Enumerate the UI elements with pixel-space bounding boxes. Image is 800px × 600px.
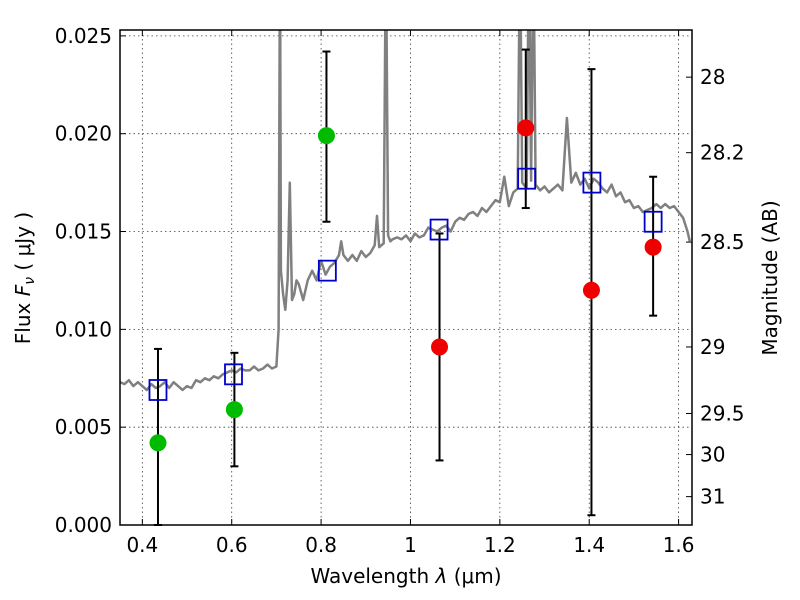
y-tick-label: 0.010 [55,317,112,341]
y2-tick-label: 30 [700,443,725,467]
y-tick-label: 0.015 [55,220,112,244]
y2-tick-label: 29.5 [700,401,745,425]
x-tick-label: 1.4 [573,533,605,557]
model-flux-square [582,171,602,194]
model-flux-square [224,363,243,386]
x-tick-label: 1.6 [663,533,695,557]
error-bar-layer [148,48,663,526]
model-flux-square [517,167,537,190]
plot-background [120,30,692,525]
y-tick-label: 0.005 [55,415,112,439]
y-axis-label: Flux Fν ( μJy ) [11,212,38,344]
x-tick-label: 0.6 [216,533,248,557]
y2-tick-label: 31 [700,485,725,509]
y2-tick-label: 28.5 [700,230,745,254]
observed-flux-point [644,238,662,256]
observed-flux-point [225,401,243,419]
y-tick-label: 0.000 [55,513,112,537]
y2-tick-label: 28 [700,65,725,89]
observed-flux-point [431,338,449,356]
secondary-y-axis-label: Magnitude (AB) [758,200,782,355]
y-tick-label: 0.025 [55,24,112,48]
y-tick-label: 0.020 [55,122,112,146]
grid [120,30,692,526]
x-tick-label: 0.8 [305,533,337,557]
x-axis-label: Wavelength λ (μm) [310,564,501,588]
model-flux-square [643,210,663,233]
observed-flux-point [149,434,167,452]
model-flux-square [317,259,337,282]
model-flux-square [148,379,168,401]
y2-tick-label: 29 [700,335,725,359]
model-flux-square [429,218,449,241]
x-tick-label: 1 [404,533,417,557]
x-tick-label: 1.2 [484,533,516,557]
y2-tick-label: 28.2 [700,141,745,165]
plot-frame [119,29,693,526]
observed-flux-point [517,119,535,137]
tick-layer: 0.4 0.6 0.8 1 1.2 1.4 1.6 0.000 0.005 0.010 0.015 0… [55,24,745,557]
observed-flux-point [317,127,335,145]
x-tick-label: 0.4 [126,533,158,557]
observed-flux-point [582,281,600,299]
